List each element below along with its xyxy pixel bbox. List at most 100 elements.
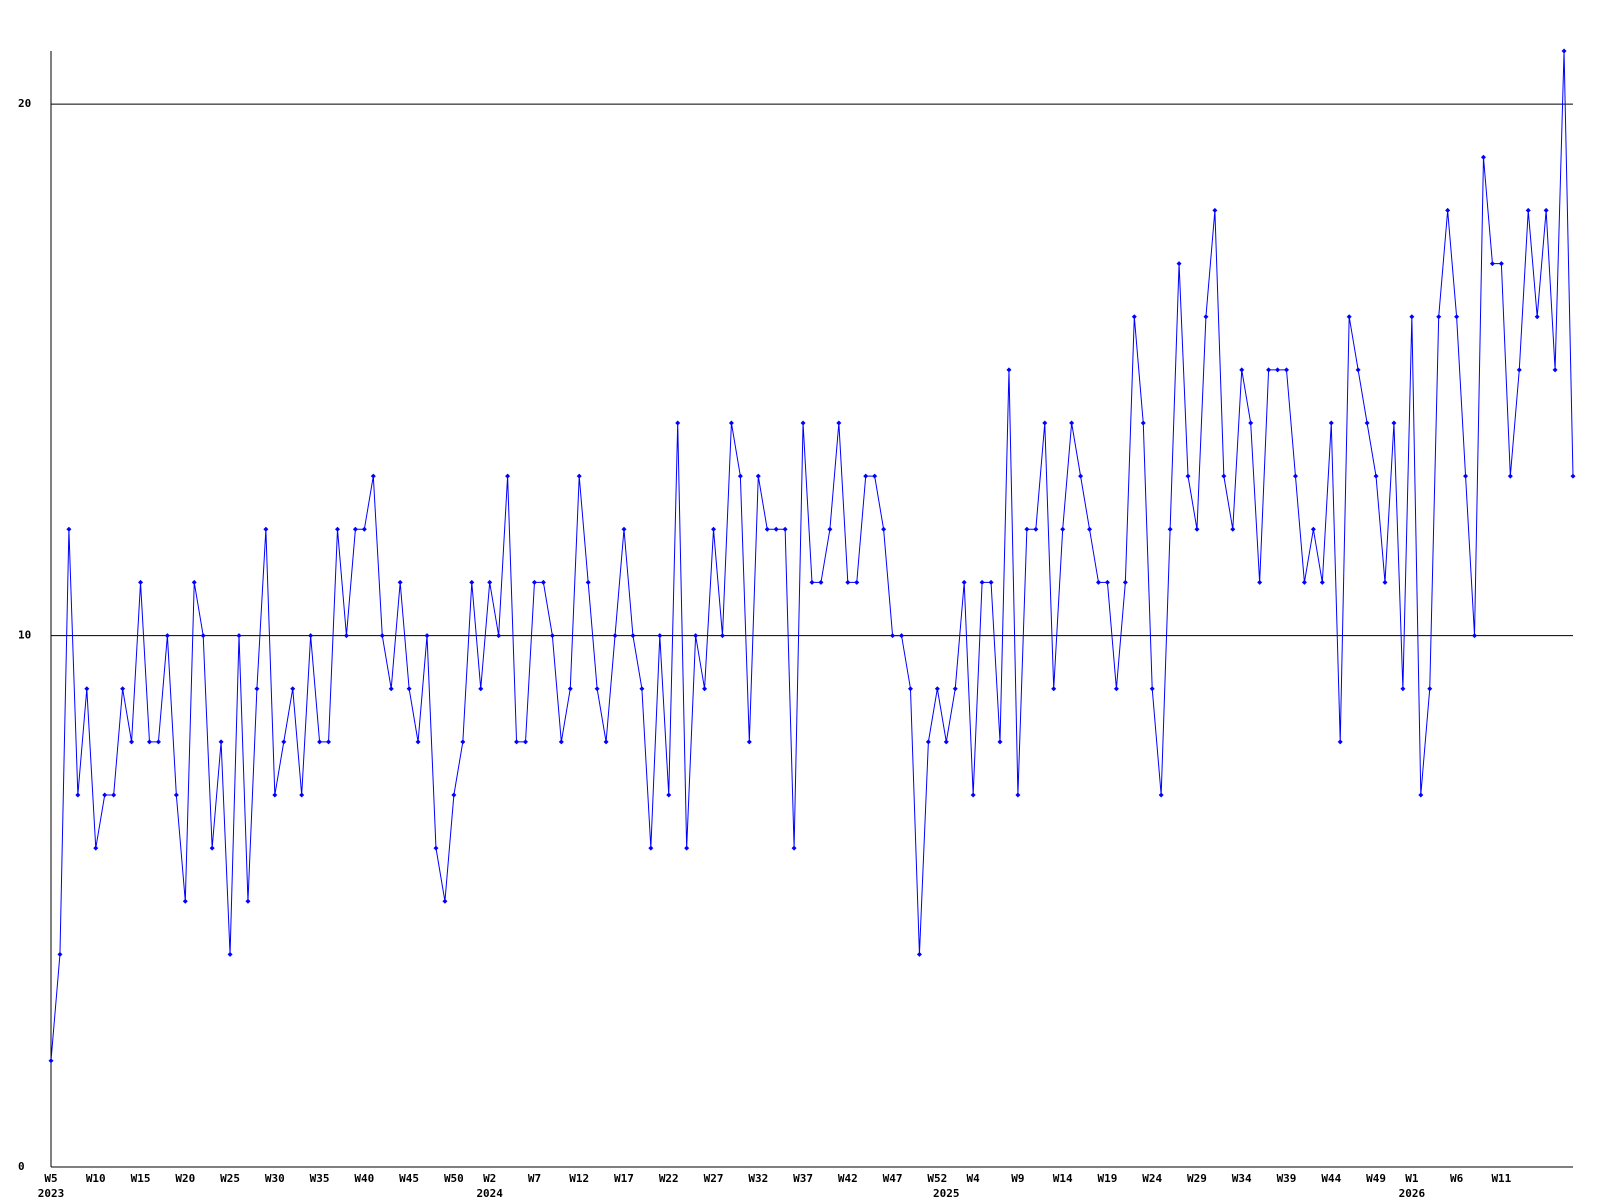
data-point bbox=[1149, 686, 1155, 692]
data-point bbox=[334, 526, 340, 532]
data-point bbox=[666, 792, 672, 798]
data-point bbox=[693, 633, 699, 639]
x-tick-label: W4 bbox=[967, 1172, 981, 1185]
data-point bbox=[370, 473, 376, 479]
data-point bbox=[1248, 420, 1254, 426]
data-point bbox=[1454, 314, 1460, 320]
x-tick-label: W17 bbox=[614, 1172, 634, 1185]
data-point bbox=[1051, 686, 1057, 692]
data-point bbox=[478, 686, 484, 692]
data-point bbox=[952, 686, 958, 692]
data-point bbox=[1006, 367, 1012, 373]
data-point bbox=[549, 633, 555, 639]
data-point bbox=[397, 579, 403, 585]
data-point bbox=[1078, 473, 1084, 479]
x-tick-label: W12 bbox=[569, 1172, 589, 1185]
data-point bbox=[648, 845, 654, 851]
data-point bbox=[1069, 420, 1075, 426]
data-point bbox=[236, 633, 242, 639]
data-point bbox=[1131, 314, 1137, 320]
data-point bbox=[621, 526, 627, 532]
data-point bbox=[93, 845, 99, 851]
data-point bbox=[531, 579, 537, 585]
data-point bbox=[182, 898, 188, 904]
data-point bbox=[836, 420, 842, 426]
data-point bbox=[102, 792, 108, 798]
x-tick-label: W11 bbox=[1491, 1172, 1511, 1185]
x-tick-label: W6 bbox=[1450, 1172, 1464, 1185]
data-point bbox=[299, 792, 305, 798]
data-point bbox=[361, 526, 367, 532]
x-tick-label: W24 bbox=[1142, 1172, 1162, 1185]
data-point bbox=[1382, 579, 1388, 585]
x-tick-label: W5 bbox=[44, 1172, 57, 1185]
x-tick-label: W20 bbox=[175, 1172, 195, 1185]
data-point bbox=[684, 845, 690, 851]
data-point bbox=[1194, 526, 1200, 532]
data-point bbox=[1284, 367, 1290, 373]
year-label: 2023 bbox=[38, 1187, 65, 1200]
x-tick-label: W47 bbox=[883, 1172, 903, 1185]
data-point bbox=[146, 739, 152, 745]
data-point bbox=[773, 526, 779, 532]
x-tick-label: W52 bbox=[927, 1172, 947, 1185]
data-point bbox=[899, 633, 905, 639]
data-point bbox=[1060, 526, 1066, 532]
year-label: 2026 bbox=[1399, 1187, 1426, 1200]
x-tick-label: W39 bbox=[1277, 1172, 1297, 1185]
data-point bbox=[1212, 207, 1218, 213]
data-point bbox=[576, 473, 582, 479]
data-point bbox=[1095, 579, 1101, 585]
data-point bbox=[281, 739, 287, 745]
data-point bbox=[1033, 526, 1039, 532]
data-point bbox=[1185, 473, 1191, 479]
data-point bbox=[1516, 367, 1522, 373]
data-point bbox=[1158, 792, 1164, 798]
data-point bbox=[451, 792, 457, 798]
data-point bbox=[1525, 207, 1531, 213]
data-point bbox=[120, 686, 126, 692]
data-point bbox=[782, 526, 788, 532]
data-point bbox=[1418, 792, 1424, 798]
data-point bbox=[1507, 473, 1513, 479]
data-point bbox=[1087, 526, 1093, 532]
data-point bbox=[1015, 792, 1021, 798]
x-tick-label: W2 bbox=[483, 1172, 496, 1185]
data-point bbox=[558, 739, 564, 745]
data-point bbox=[1543, 207, 1549, 213]
data-point bbox=[388, 686, 394, 692]
data-point bbox=[872, 473, 878, 479]
data-point bbox=[1239, 367, 1245, 373]
data-point bbox=[612, 633, 618, 639]
x-tick-label: W49 bbox=[1366, 1172, 1386, 1185]
data-point bbox=[1257, 579, 1263, 585]
x-tick-label: W44 bbox=[1321, 1172, 1341, 1185]
data-point bbox=[1104, 579, 1110, 585]
data-point bbox=[675, 420, 681, 426]
data-point bbox=[746, 739, 752, 745]
data-point bbox=[487, 579, 493, 585]
data-point bbox=[1221, 473, 1227, 479]
data-point bbox=[764, 526, 770, 532]
data-point bbox=[1319, 579, 1325, 585]
data-point bbox=[1489, 261, 1495, 267]
data-point bbox=[424, 633, 430, 639]
data-point bbox=[1113, 686, 1119, 692]
data-point bbox=[343, 633, 349, 639]
data-point bbox=[523, 739, 529, 745]
data-point bbox=[1373, 473, 1379, 479]
data-point bbox=[191, 579, 197, 585]
data-point bbox=[111, 792, 117, 798]
data-point bbox=[155, 739, 161, 745]
data-point bbox=[245, 898, 251, 904]
x-tick-label: W42 bbox=[838, 1172, 858, 1185]
x-tick-label: W14 bbox=[1053, 1172, 1073, 1185]
x-tick-label: W37 bbox=[793, 1172, 813, 1185]
data-point bbox=[934, 686, 940, 692]
data-point bbox=[200, 633, 206, 639]
data-point bbox=[496, 633, 502, 639]
x-tick-label: W34 bbox=[1232, 1172, 1252, 1185]
data-point bbox=[317, 739, 323, 745]
data-point bbox=[129, 739, 135, 745]
data-point bbox=[1463, 473, 1469, 479]
